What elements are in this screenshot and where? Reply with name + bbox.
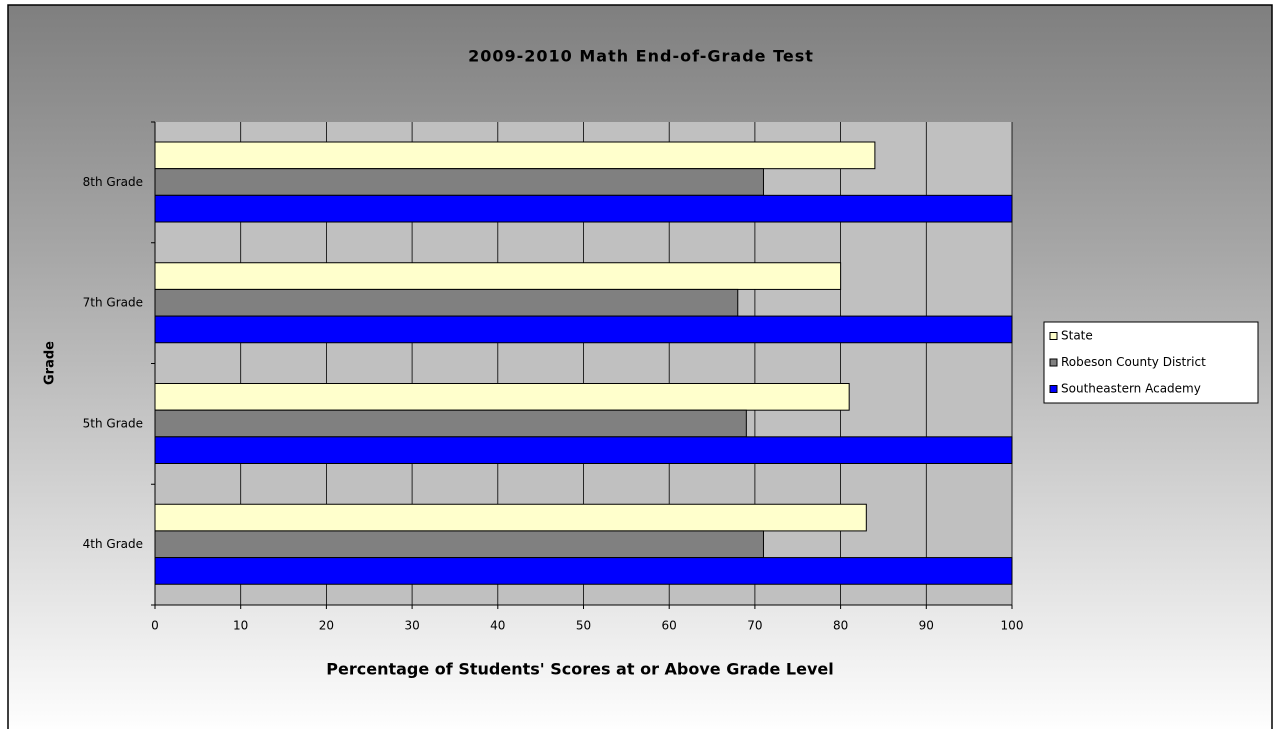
x-tick-label: 100 (1001, 619, 1024, 633)
bar (154, 557, 1013, 585)
bar (154, 409, 747, 438)
bar (154, 168, 764, 196)
y-tick-label: 8th Grade (83, 175, 143, 189)
bar (154, 315, 1013, 344)
legend-label: Robeson County District (1061, 355, 1206, 369)
x-tick-label: 80 (833, 619, 848, 633)
x-tick-label: 20 (319, 619, 334, 633)
y-tick-label: 7th Grade (83, 296, 143, 310)
legend-label: State (1061, 329, 1093, 343)
legend-swatch (1049, 332, 1058, 340)
x-tick-label: 30 (404, 619, 419, 633)
bar (154, 194, 1013, 223)
x-axis-label: Percentage of Students' Scores at or Abo… (326, 660, 833, 679)
x-tick-label: 50 (576, 619, 591, 633)
x-tick-label: 70 (747, 619, 762, 633)
bar (154, 530, 764, 559)
x-tick-label: 40 (490, 619, 505, 633)
bar (154, 141, 876, 170)
chart-title: 2009-2010 Math End-of-Grade Test (468, 47, 814, 66)
bar (154, 503, 867, 532)
legend-label: Southeastern Academy (1061, 382, 1201, 396)
y-tick-label: 5th Grade (83, 416, 143, 430)
x-tick-label: 60 (662, 619, 677, 633)
x-tick-label: 90 (919, 619, 934, 633)
x-tick-label: 10 (233, 619, 248, 633)
bar (154, 436, 1013, 465)
legend-swatch (1049, 358, 1058, 367)
legend-swatch (1049, 385, 1058, 393)
y-tick-label: 4th Grade (83, 537, 143, 551)
bar (154, 288, 739, 317)
y-axis-label: Grade (43, 341, 58, 385)
bar (154, 262, 842, 290)
x-tick-label: 0 (151, 619, 159, 633)
bar (154, 383, 850, 411)
legend (1043, 321, 1259, 404)
